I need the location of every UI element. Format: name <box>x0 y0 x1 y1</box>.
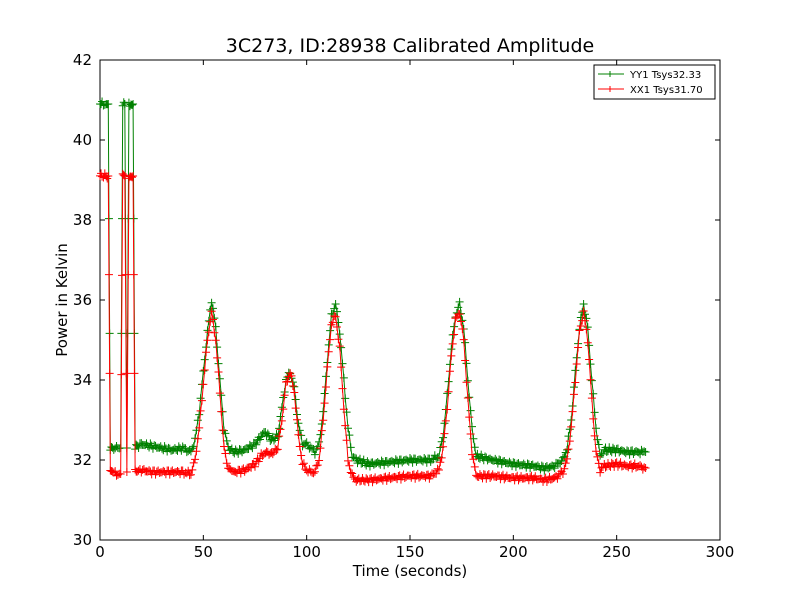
chart-title: 3C273, ID:28938 Calibrated Amplitude <box>226 35 594 57</box>
series-layer <box>96 97 650 487</box>
legend-box <box>593 64 716 100</box>
y-tick-label: 30 <box>73 531 92 549</box>
y-tick-label: 34 <box>73 371 92 389</box>
x-tick-label: 200 <box>499 543 528 561</box>
y-tick-label: 40 <box>73 131 92 149</box>
legend-marker-yy1 <box>607 71 613 77</box>
x-tick-label: 50 <box>194 543 213 561</box>
legend-label-xx1: XX1 Tsys31.70 <box>630 85 703 96</box>
x-tick-label: 150 <box>396 543 425 561</box>
legend-label-yy1: YY1 Tsys32.33 <box>629 70 701 81</box>
series-1 <box>96 169 650 487</box>
y-axis-label: Power in Kelvin <box>53 243 71 357</box>
x-tick-label: 100 <box>292 543 321 561</box>
legend: YY1 Tsys32.33 XX1 Tsys31.70 <box>593 64 716 100</box>
legend-marker-xx1 <box>607 86 613 92</box>
x-tick-label: 0 <box>95 543 105 561</box>
y-tick-label: 36 <box>73 291 92 309</box>
series-markers <box>96 169 650 487</box>
series-0 <box>96 97 650 475</box>
x-tick-label: 250 <box>602 543 631 561</box>
y-tick-label: 32 <box>73 451 92 469</box>
tick-layer: 0 50 100 150 200 250 300 30 32 34 36 38 40 42 <box>73 51 734 561</box>
x-axis-label: Time (seconds) <box>352 562 468 580</box>
x-tick-label: 300 <box>706 543 735 561</box>
y-tick-label: 42 <box>73 51 92 69</box>
y-tick-label: 38 <box>73 211 92 229</box>
